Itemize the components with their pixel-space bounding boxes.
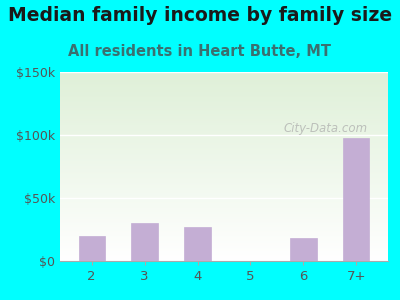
- Bar: [290, 238, 316, 261]
- Bar: [343, 137, 370, 261]
- Bar: [132, 223, 158, 261]
- Text: City-Data.com: City-Data.com: [283, 122, 367, 135]
- Text: All residents in Heart Butte, MT: All residents in Heart Butte, MT: [68, 44, 332, 59]
- Text: Median family income by family size: Median family income by family size: [8, 6, 392, 25]
- Bar: [184, 227, 211, 261]
- Bar: [78, 236, 105, 261]
